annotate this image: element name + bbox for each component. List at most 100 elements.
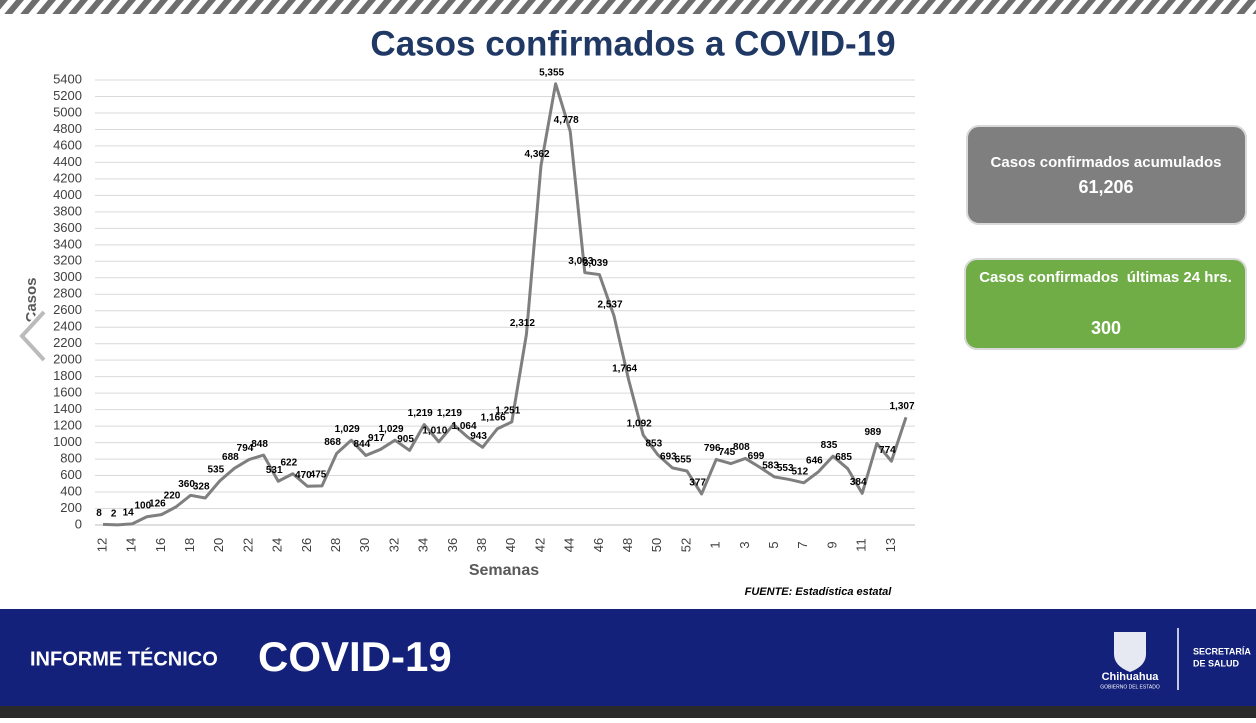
data-label: 475 bbox=[310, 469, 327, 480]
footer-state-sub: GOBIERNO DEL ESTADO bbox=[1100, 684, 1160, 690]
data-label: 377 bbox=[689, 478, 706, 489]
x-tick-label: 32 bbox=[386, 538, 401, 552]
data-label: 2 bbox=[111, 508, 117, 519]
data-label: 685 bbox=[835, 452, 852, 463]
data-label: 1,010 bbox=[422, 425, 447, 436]
y-tick-label: 600 bbox=[60, 467, 82, 482]
y-tick-label: 4000 bbox=[53, 187, 82, 202]
data-label: 328 bbox=[193, 482, 210, 493]
x-tick-label: 24 bbox=[270, 538, 285, 552]
x-tick-label: 52 bbox=[678, 538, 693, 552]
bottom-strip bbox=[0, 706, 1256, 718]
y-tick-label: 3400 bbox=[53, 236, 82, 251]
y-tick-label: 3600 bbox=[53, 220, 82, 235]
data-label: 3,039 bbox=[583, 258, 608, 269]
data-label: 360 bbox=[178, 479, 195, 490]
data-label: 835 bbox=[821, 440, 838, 451]
data-label: 745 bbox=[718, 447, 735, 458]
x-tick-label: 34 bbox=[416, 538, 431, 552]
panel-label: Casos confirmados acumulados bbox=[991, 154, 1222, 171]
x-tick-label: 20 bbox=[211, 538, 226, 552]
x-tick-label: 18 bbox=[182, 538, 197, 552]
y-axis-label: Casos bbox=[23, 277, 40, 322]
plot: 0200400600800100012001400160018002000220… bbox=[53, 67, 915, 552]
panel-value: 61,206 bbox=[1078, 177, 1133, 197]
data-label: 1,166 bbox=[481, 413, 506, 424]
x-tick-label: 48 bbox=[620, 538, 635, 552]
panel-value: 300 bbox=[1091, 318, 1121, 338]
y-tick-label: 200 bbox=[60, 500, 82, 515]
data-label: 646 bbox=[806, 455, 823, 466]
data-label: 1,029 bbox=[378, 424, 403, 435]
x-tick-label: 3 bbox=[737, 541, 752, 548]
data-label: 2,537 bbox=[597, 300, 622, 311]
y-tick-label: 4800 bbox=[53, 121, 82, 136]
data-label: 512 bbox=[791, 466, 808, 477]
data-label: 553 bbox=[777, 463, 794, 474]
data-label: 126 bbox=[149, 498, 166, 509]
data-label: 14 bbox=[123, 507, 135, 518]
footer-dept: DE SALUD bbox=[1193, 658, 1240, 668]
y-tick-label: 800 bbox=[60, 451, 82, 466]
data-label: 1,307 bbox=[889, 401, 914, 412]
data-label: 535 bbox=[207, 465, 224, 476]
data-label: 868 bbox=[324, 437, 341, 448]
x-tick-label: 16 bbox=[153, 538, 168, 552]
y-tick-label: 4400 bbox=[53, 154, 82, 169]
data-label: 1,251 bbox=[495, 406, 520, 417]
data-label: 622 bbox=[280, 457, 297, 468]
data-label: 470 bbox=[295, 470, 312, 481]
top-stripes bbox=[0, 0, 1256, 14]
footer bbox=[0, 609, 1256, 706]
x-tick-label: 9 bbox=[824, 541, 839, 548]
y-tick-label: 1000 bbox=[53, 434, 82, 449]
x-tick-label: 26 bbox=[299, 538, 314, 552]
y-tick-label: 3800 bbox=[53, 203, 82, 218]
prev-arrow[interactable] bbox=[19, 310, 46, 362]
y-tick-label: 2000 bbox=[53, 352, 82, 367]
data-label: 693 bbox=[660, 452, 677, 463]
panel-label-box: Casos confirmados últimas 24 hrs. bbox=[979, 269, 1232, 286]
x-tick-label: 14 bbox=[124, 538, 139, 552]
y-tick-label: 5000 bbox=[53, 104, 82, 119]
data-label: 699 bbox=[748, 451, 765, 462]
data-label: 3,063 bbox=[568, 256, 593, 267]
y-tick-label: 4600 bbox=[53, 137, 82, 152]
data-label: 1,029 bbox=[335, 424, 360, 435]
data-label: 989 bbox=[864, 427, 881, 438]
x-tick-label: 13 bbox=[883, 538, 898, 552]
data-label: 688 bbox=[222, 452, 239, 463]
x-tick-label: 38 bbox=[474, 538, 489, 552]
y-tick-label: 1400 bbox=[53, 401, 82, 416]
data-label: 917 bbox=[368, 433, 385, 444]
data-label: 905 bbox=[397, 434, 414, 445]
x-tick-label: 36 bbox=[445, 538, 460, 552]
x-axis-label: Semanas bbox=[469, 562, 539, 579]
data-label: 384 bbox=[850, 477, 867, 488]
x-tick-label: 40 bbox=[503, 538, 518, 552]
data-label: 4,362 bbox=[524, 149, 549, 160]
x-tick-label: 44 bbox=[562, 538, 577, 552]
footer-dept: SECRETARÍA bbox=[1193, 646, 1251, 656]
panel-label: Casos confirmados últimas 24 hrs. bbox=[979, 269, 1232, 286]
y-tick-label: 4200 bbox=[53, 170, 82, 185]
data-line bbox=[102, 82, 908, 527]
y-tick-label: 1600 bbox=[53, 385, 82, 400]
y-tick-label: 3200 bbox=[53, 253, 82, 268]
y-tick-label: 2800 bbox=[53, 286, 82, 301]
state-shield bbox=[1114, 632, 1146, 672]
y-tick-label: 1800 bbox=[53, 368, 82, 383]
x-tick-label: 46 bbox=[591, 538, 606, 552]
data-label: 1,092 bbox=[627, 419, 652, 430]
data-label: 220 bbox=[164, 491, 181, 502]
y-tick-label: 3000 bbox=[53, 269, 82, 284]
cumulative-panel bbox=[966, 125, 1247, 225]
x-tick-label: 50 bbox=[649, 538, 664, 552]
x-tick-label: 11 bbox=[854, 538, 869, 552]
y-tick-label: 400 bbox=[60, 483, 82, 498]
data-label: 794 bbox=[237, 443, 254, 454]
data-label: 100 bbox=[134, 500, 151, 511]
source: FUENTE: Estadística estatal bbox=[745, 586, 893, 598]
y-tick-label: 5200 bbox=[53, 88, 82, 103]
